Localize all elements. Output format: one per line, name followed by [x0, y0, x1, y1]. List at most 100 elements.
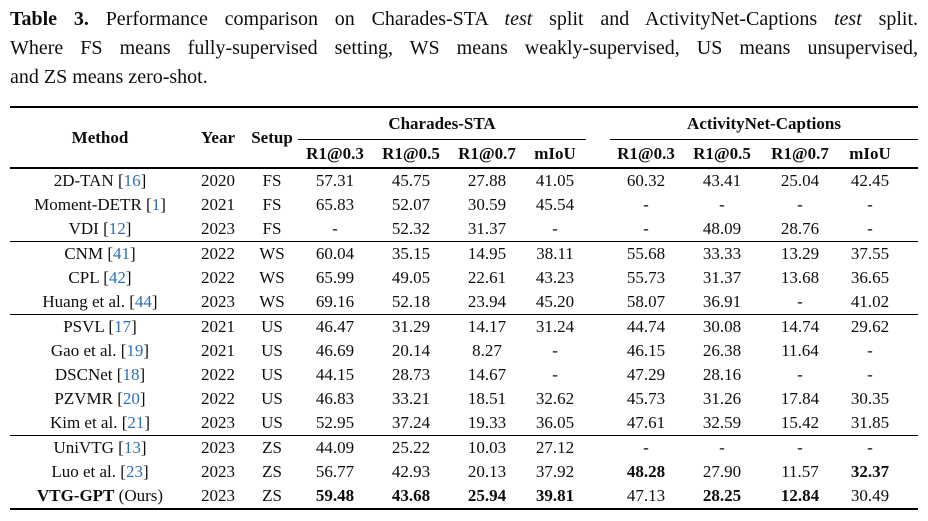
value-cell: 25.22 — [372, 435, 450, 460]
citation-link[interactable]: 12 — [103, 219, 131, 238]
setup-cell: WS — [246, 241, 298, 266]
year-cell: 2021 — [201, 195, 235, 214]
table-row: CNM 412022WS60.0435.1514.9538.1155.6833.… — [10, 241, 919, 266]
value-cell: 17.84 — [780, 389, 820, 408]
citation-link[interactable]: 21 — [122, 413, 150, 432]
table-row: 2D-TAN 162020FS57.3145.7527.8841.0560.32… — [10, 167, 919, 193]
value-cell: 60.32 — [610, 167, 682, 193]
citation-link[interactable]: 20 — [117, 389, 145, 408]
edge-cell — [902, 167, 919, 193]
value-cell: 25.94 — [467, 486, 507, 505]
value-cell: 28.25 — [702, 486, 742, 505]
citation-link[interactable]: 42 — [103, 268, 131, 287]
method-name: CNM — [64, 244, 104, 263]
value-cell: 27.12 — [524, 435, 586, 460]
method-name: CPL — [68, 268, 99, 287]
method-cell: VDI 12 — [10, 217, 190, 242]
value-cell: 57.31 — [298, 167, 372, 193]
value-cell: - — [797, 195, 803, 214]
value-cell: 31.29 — [372, 314, 450, 339]
value-cell: - — [762, 435, 838, 460]
setup-cell: WS — [259, 292, 285, 311]
value-cell: - — [797, 292, 803, 311]
value-cell: 20.14 — [391, 341, 431, 360]
citation-link[interactable]: 44 — [129, 292, 157, 311]
value-cell: 60.04 — [298, 241, 372, 266]
value-cell: - — [332, 219, 338, 238]
value-cell: - — [867, 341, 873, 360]
method-cell: Gao et al. 19 — [10, 339, 190, 363]
method-name: VDI — [68, 219, 99, 238]
method-cell: VTG-GPT (Ours) — [10, 484, 190, 509]
caption-italic-test: test — [504, 8, 533, 30]
citation-link[interactable]: 16 — [118, 171, 146, 190]
value-cell: - — [610, 435, 682, 460]
value-cell: 31.24 — [524, 314, 586, 339]
value-cell: 52.32 — [391, 219, 431, 238]
value-cell: 49.05 — [391, 268, 431, 287]
caption-text: Performance comparison on Charades-STA — [105, 8, 488, 30]
method-name: Huang et al. — [42, 292, 125, 311]
citation-link[interactable]: 19 — [121, 341, 149, 360]
method-cell: UniVTG 13 — [10, 435, 190, 460]
col-header-anet-r1-03: R1@0.3 — [617, 143, 675, 163]
value-cell: 45.20 — [535, 292, 575, 311]
col-header-charades-r1-03: R1@0.3 — [306, 143, 364, 163]
gap-cell — [586, 167, 610, 193]
value-cell: 12.84 — [780, 486, 820, 505]
year-cell: 2023 — [201, 292, 235, 311]
method-cell: Huang et al. 44 — [10, 290, 190, 315]
citation-link[interactable]: 17 — [108, 317, 136, 336]
edge-cell — [902, 339, 918, 363]
value-cell: 43.23 — [535, 268, 575, 287]
col-header-anet-r1-05: R1@0.5 — [693, 143, 751, 163]
value-cell: 27.88 — [450, 167, 524, 193]
value-cell: 69.16 — [315, 292, 355, 311]
value-cell: 28.76 — [780, 219, 820, 238]
year-cell: 2022 — [190, 241, 246, 266]
citation-link[interactable]: 41 — [107, 244, 135, 263]
year-cell: 2023 — [201, 413, 235, 432]
value-cell: 55.73 — [626, 268, 666, 287]
year-cell: 2021 — [190, 314, 246, 339]
method-name: Kim et al. — [49, 413, 118, 432]
citation-link[interactable]: 18 — [117, 365, 145, 384]
year-cell: 2023 — [201, 219, 235, 238]
value-cell: - — [838, 435, 902, 460]
year-cell: 2023 — [201, 462, 235, 481]
value-cell: - — [682, 435, 762, 460]
results-table: Method Year Setup Charades-STA ActivityN… — [10, 106, 919, 510]
value-cell: 13.68 — [780, 268, 820, 287]
value-cell: 30.35 — [850, 389, 890, 408]
setup-cell: FS — [246, 167, 298, 193]
value-cell: 14.95 — [450, 241, 524, 266]
col-header-year: Year — [201, 127, 235, 147]
value-cell: - — [797, 365, 803, 384]
citation-link[interactable]: 23 — [120, 462, 148, 481]
value-cell: 45.73 — [626, 389, 666, 408]
caption-text: split. — [878, 8, 919, 30]
value-cell: 32.37 — [850, 462, 890, 481]
value-cell: 52.18 — [391, 292, 431, 311]
citation-link[interactable]: 13 — [118, 438, 146, 457]
gap-cell — [586, 290, 610, 315]
value-cell: 46.15 — [626, 341, 666, 360]
gap-cell — [586, 363, 610, 387]
value-cell: 33.21 — [391, 389, 431, 408]
setup-cell: US — [261, 413, 283, 432]
group-gap — [586, 107, 610, 168]
value-cell: - — [867, 195, 873, 214]
edge-cell — [902, 460, 918, 484]
edge-cell — [902, 217, 918, 242]
citation-link[interactable]: 1 — [146, 195, 166, 214]
edge-cell — [902, 266, 918, 290]
value-cell: 58.07 — [626, 292, 666, 311]
method-suffix: (Ours) — [118, 486, 164, 505]
edge-cell — [902, 387, 918, 411]
method-name: PZVMR — [54, 389, 113, 408]
edge-cell — [902, 484, 918, 509]
gap-cell — [586, 193, 610, 217]
table-row: Luo et al. 23 2023 ZS 56.77 42.93 20.13 37.92 4… — [10, 460, 918, 484]
value-cell: 32.59 — [702, 413, 742, 432]
value-cell: - — [552, 365, 558, 384]
